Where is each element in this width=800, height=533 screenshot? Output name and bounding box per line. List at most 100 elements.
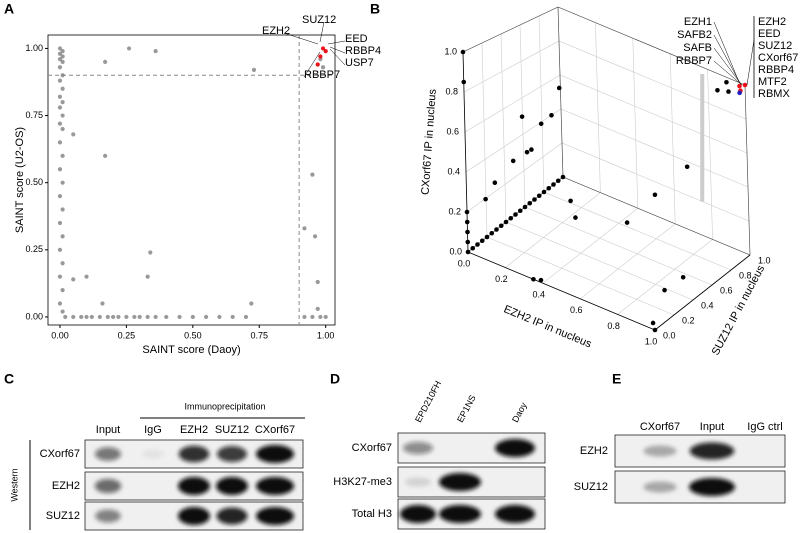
point bbox=[57, 78, 63, 83]
y-tick-label: 0.4 bbox=[701, 300, 714, 310]
annotation: CXorf67 bbox=[758, 52, 798, 64]
point bbox=[84, 314, 89, 320]
point bbox=[57, 247, 63, 252]
band bbox=[439, 505, 481, 523]
leader-line bbox=[319, 21, 325, 43]
lane-label: EP1NS bbox=[455, 393, 478, 424]
band bbox=[216, 446, 248, 462]
point bbox=[546, 185, 552, 191]
axis-line bbox=[462, 51, 469, 253]
point bbox=[249, 301, 254, 306]
panel-label: A bbox=[4, 1, 14, 17]
z-axis-label: CXorf67 IP in nucleus bbox=[419, 88, 438, 195]
point bbox=[310, 172, 315, 177]
annotation: EED bbox=[758, 28, 781, 40]
point bbox=[318, 54, 323, 59]
annotation: USP7 bbox=[345, 57, 374, 69]
point bbox=[568, 198, 573, 204]
band bbox=[400, 505, 436, 523]
panel-label: D bbox=[330, 371, 340, 387]
point bbox=[57, 301, 63, 306]
band bbox=[256, 445, 294, 463]
point bbox=[79, 314, 84, 320]
point bbox=[60, 100, 65, 105]
point bbox=[111, 314, 116, 320]
point bbox=[498, 223, 504, 229]
point bbox=[475, 242, 480, 247]
x-tick-label: 0.50 bbox=[184, 330, 202, 340]
lane-label: Daoy bbox=[510, 400, 529, 424]
lane-label: SUZ12 bbox=[215, 424, 249, 436]
point bbox=[60, 287, 65, 293]
x-tick-label: 0.6 bbox=[570, 305, 583, 315]
grid-line bbox=[580, 53, 676, 300]
point bbox=[153, 314, 158, 320]
y-tick-label: 1.00 bbox=[25, 43, 43, 53]
point bbox=[715, 88, 720, 93]
point bbox=[538, 121, 544, 127]
box-edge bbox=[562, 176, 751, 256]
band bbox=[178, 445, 210, 463]
point bbox=[680, 275, 686, 280]
point bbox=[60, 234, 65, 239]
point bbox=[57, 220, 63, 226]
point bbox=[243, 314, 249, 320]
band bbox=[95, 447, 121, 461]
grid-line bbox=[465, 108, 749, 188]
point bbox=[57, 274, 63, 279]
point bbox=[57, 121, 63, 126]
annotation: RBBP4 bbox=[345, 45, 381, 57]
lane-label: IgG bbox=[144, 424, 162, 436]
y-tick-label: 0.0 bbox=[663, 330, 676, 340]
point bbox=[124, 314, 129, 320]
point bbox=[60, 126, 65, 132]
point bbox=[519, 114, 525, 119]
point bbox=[510, 158, 516, 164]
x-tick-label: 0.75 bbox=[250, 330, 268, 340]
point bbox=[320, 46, 326, 51]
point bbox=[323, 314, 328, 320]
point bbox=[60, 49, 65, 54]
axis-line bbox=[654, 254, 751, 331]
band bbox=[689, 442, 735, 460]
point bbox=[57, 167, 63, 172]
point bbox=[536, 193, 542, 199]
point bbox=[145, 314, 150, 320]
point bbox=[470, 245, 476, 251]
point bbox=[527, 200, 533, 206]
row-label: SUZ12 bbox=[574, 481, 608, 493]
point bbox=[684, 164, 690, 170]
grid-line bbox=[505, 22, 601, 268]
y-tick-label: 0.50 bbox=[25, 177, 43, 187]
z-tick-label: 0.0 bbox=[449, 246, 462, 256]
leader-line bbox=[713, 21, 740, 83]
annotation: EZH2 bbox=[758, 16, 786, 28]
axis-line bbox=[467, 251, 656, 331]
x-tick-label: 1.0 bbox=[645, 336, 658, 346]
point bbox=[737, 90, 742, 96]
annotation: RBBP4 bbox=[758, 64, 794, 76]
annotation: RBBP7 bbox=[676, 55, 712, 67]
band bbox=[94, 479, 122, 493]
z-tick-label: 0.6 bbox=[446, 126, 459, 136]
point bbox=[555, 178, 561, 184]
point bbox=[164, 314, 169, 320]
y-tick-label: 1.0 bbox=[758, 255, 771, 265]
artifact-bar bbox=[700, 74, 705, 202]
x-tick-label: 0.2 bbox=[495, 274, 508, 284]
point bbox=[524, 149, 530, 155]
row-label: H3K27-me3 bbox=[333, 476, 392, 488]
point bbox=[60, 207, 65, 212]
point bbox=[137, 314, 142, 320]
band bbox=[643, 445, 677, 457]
point bbox=[573, 215, 578, 220]
point bbox=[71, 277, 76, 282]
leader-line bbox=[327, 40, 346, 45]
band bbox=[256, 477, 294, 495]
row-label: SUZ12 bbox=[46, 510, 80, 522]
panel-label: C bbox=[4, 371, 14, 387]
grid-line bbox=[464, 74, 748, 154]
point bbox=[60, 180, 65, 185]
leader-line bbox=[746, 39, 755, 86]
